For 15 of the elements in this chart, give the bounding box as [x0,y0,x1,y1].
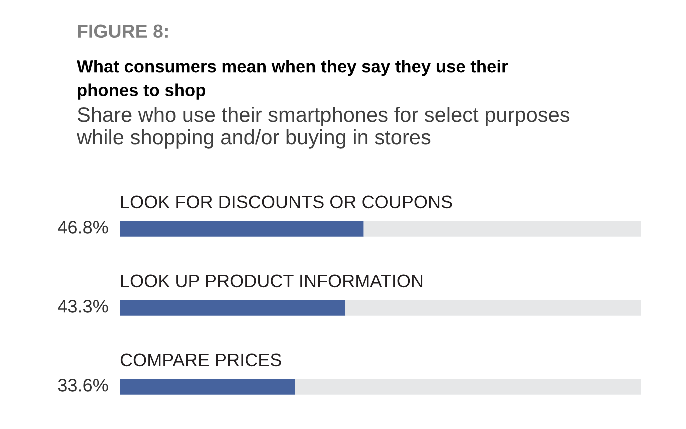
bar [120,221,364,237]
data-label: 43.3% [58,300,108,313]
caption: FIGURE 8: [78,24,168,38]
data-label: 33.6% [58,379,108,392]
chart-title: What consumers mean when they say they use their phones to shop [77,60,508,100]
bar [120,379,296,395]
y-tick-label: LOOK FOR DISCOUNTS OR COUPONS [121,196,452,209]
bar [120,300,346,316]
y-tick-label: COMPARE PRICES [120,354,282,367]
bar [346,300,641,316]
chart-subtitle: Share who use their smartphones for select purposes while shopping and/or buying in stores [76,107,570,149]
y-tick-label: LOOK UP PRODUCT INFORMATION [121,274,423,288]
bar [364,221,641,237]
bar [295,379,641,395]
data-label: 46.8% [58,221,108,234]
